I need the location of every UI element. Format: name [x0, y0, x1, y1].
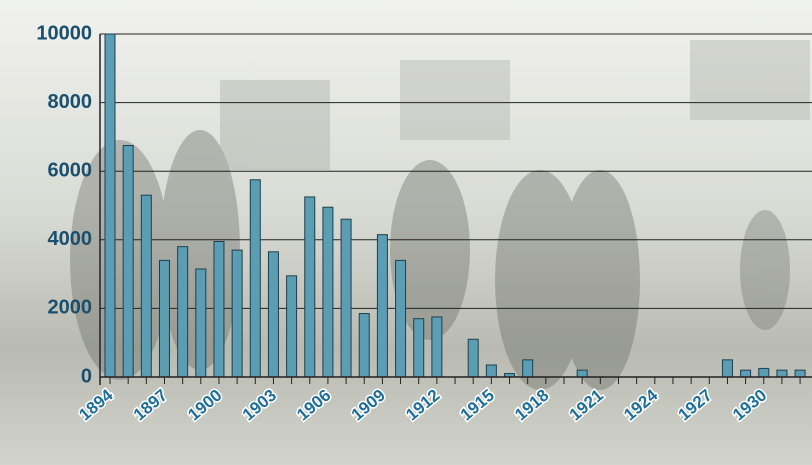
y-tick-label: 8000 — [48, 91, 93, 113]
bar — [249, 179, 261, 378]
y-tick-label: 10000 — [36, 22, 92, 44]
bar — [231, 249, 243, 378]
bar — [322, 206, 334, 378]
bar — [740, 369, 752, 378]
bar — [758, 367, 770, 378]
y-tick-label: 6000 — [48, 159, 93, 181]
bar — [467, 338, 479, 378]
y-tick-label: 4000 — [48, 228, 93, 250]
y-tick-label: 2000 — [48, 297, 93, 319]
bar — [776, 369, 788, 378]
bar — [413, 318, 425, 378]
bar — [286, 275, 298, 378]
bar — [576, 369, 588, 378]
bar — [158, 259, 170, 378]
bar — [431, 316, 443, 378]
bar — [794, 369, 806, 378]
bar — [122, 144, 134, 378]
bar — [104, 33, 116, 378]
bar — [485, 364, 497, 378]
bar — [213, 241, 225, 378]
bar — [140, 194, 152, 378]
bar — [340, 218, 352, 378]
bar — [376, 234, 388, 378]
bar — [195, 268, 207, 378]
bar — [177, 246, 189, 378]
bar — [304, 196, 316, 378]
y-tick-label: 0 — [81, 365, 92, 387]
bar — [267, 251, 279, 378]
bar — [721, 359, 733, 378]
bar — [522, 359, 534, 378]
bar — [358, 313, 370, 378]
bar — [395, 259, 407, 378]
